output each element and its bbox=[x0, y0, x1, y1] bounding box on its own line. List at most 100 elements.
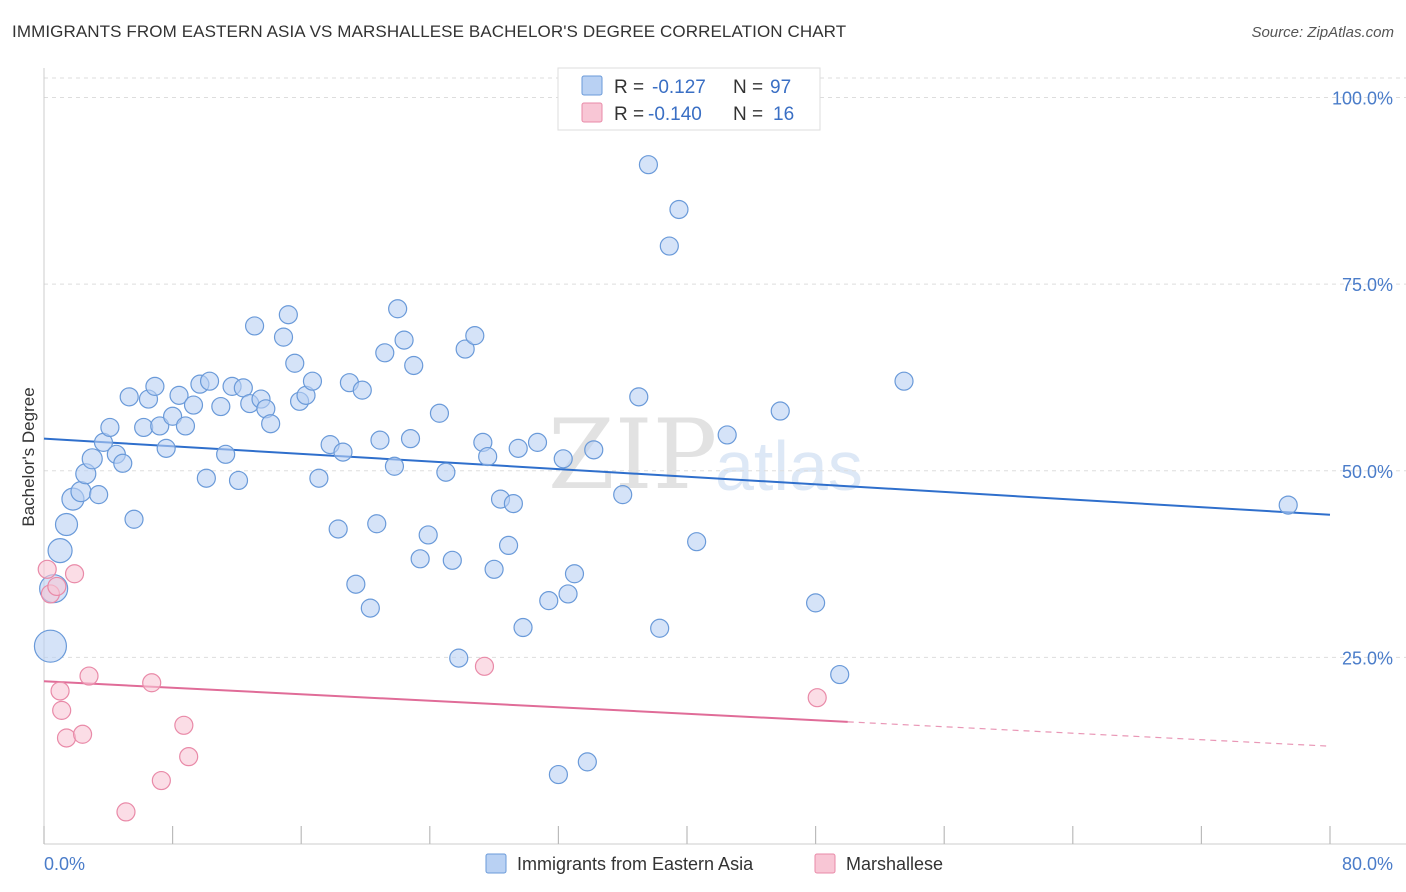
data-point-0-56 bbox=[394, 330, 414, 350]
trend-lines bbox=[43, 437, 1331, 747]
data-point-0-62 bbox=[436, 462, 456, 482]
data-point-1-15 bbox=[807, 688, 827, 708]
data-point-0-15 bbox=[134, 417, 154, 438]
data-point-0-8 bbox=[89, 485, 109, 505]
data-point-1-9 bbox=[116, 802, 136, 822]
stats-legend: R = -0.127 N = 97 R = -0.140 N = 16 bbox=[557, 67, 821, 131]
data-point-0-38 bbox=[278, 305, 298, 325]
data-point-0-51 bbox=[367, 514, 387, 534]
data-point-0-57 bbox=[400, 429, 421, 449]
data-point-0-81 bbox=[577, 752, 597, 772]
legend-r-label-2: R = bbox=[614, 104, 644, 125]
data-point-0-54 bbox=[384, 456, 405, 476]
data-point-0-55 bbox=[388, 299, 408, 319]
gridlines bbox=[44, 77, 1406, 658]
series-swatch-blue bbox=[485, 853, 507, 874]
y-axis-label: Bachelor's Degree bbox=[19, 387, 38, 526]
data-point-1-10 bbox=[142, 673, 162, 693]
data-point-0-49 bbox=[352, 380, 372, 400]
data-point-0-21 bbox=[169, 385, 189, 405]
data-points bbox=[33, 155, 1298, 822]
data-point-0-27 bbox=[211, 396, 231, 417]
data-point-0-93 bbox=[830, 664, 850, 685]
data-point-0-79 bbox=[558, 584, 578, 604]
y-tick-label-0: 100.0% bbox=[1332, 89, 1393, 109]
data-point-0-84 bbox=[629, 387, 649, 407]
data-point-0-83 bbox=[613, 485, 633, 505]
x-tick-label-0: 0.0% bbox=[44, 854, 85, 874]
data-point-0-85 bbox=[638, 155, 659, 175]
data-point-0-80 bbox=[564, 564, 585, 584]
chart-source: Source: ZipAtlas.com bbox=[1251, 24, 1394, 41]
data-point-1-8 bbox=[79, 666, 99, 686]
data-point-0-14 bbox=[124, 509, 144, 529]
data-point-0-18 bbox=[150, 416, 170, 436]
data-point-0-26 bbox=[199, 371, 220, 391]
trend-line-ext-1 bbox=[847, 721, 1331, 747]
data-point-0-88 bbox=[669, 199, 689, 220]
data-point-1-7 bbox=[72, 724, 93, 744]
data-point-0-74 bbox=[513, 617, 533, 638]
trend-line-0 bbox=[43, 437, 1331, 516]
data-point-0-5 bbox=[70, 481, 92, 503]
data-point-0-20 bbox=[163, 406, 183, 426]
y-tick-labels: 100.0% 75.0% 50.0% 25.0% bbox=[1332, 89, 1393, 669]
data-point-0-65 bbox=[455, 339, 475, 359]
data-point-1-5 bbox=[56, 728, 77, 748]
x-tick-labels: 0.0% 80.0% bbox=[44, 854, 1393, 874]
data-point-0-72 bbox=[503, 493, 523, 514]
data-point-0-17 bbox=[145, 376, 165, 396]
legend-swatch-blue bbox=[581, 75, 603, 96]
data-point-1-4 bbox=[52, 700, 72, 720]
data-point-0-22 bbox=[175, 416, 196, 436]
data-point-0-58 bbox=[404, 355, 424, 376]
data-point-0-86 bbox=[650, 618, 670, 638]
data-point-1-3 bbox=[50, 681, 70, 701]
series-label-blue: Immigrants from Eastern Asia bbox=[517, 854, 754, 874]
data-point-0-33 bbox=[244, 316, 265, 336]
watermark-atlas: atlas bbox=[715, 427, 863, 505]
legend-n-value-1: 97 bbox=[770, 77, 791, 98]
data-point-0-13 bbox=[119, 387, 139, 407]
data-point-0-73 bbox=[508, 438, 528, 458]
data-point-0-48 bbox=[346, 574, 366, 594]
data-point-1-11 bbox=[151, 770, 171, 791]
data-point-0-45 bbox=[328, 519, 348, 539]
x-tick-label-1: 80.0% bbox=[1342, 854, 1393, 874]
data-point-0-87 bbox=[659, 236, 679, 256]
data-point-1-12 bbox=[174, 715, 194, 735]
data-point-0-92 bbox=[805, 593, 826, 613]
data-point-0-3 bbox=[54, 512, 79, 537]
legend-r-value-2: -0.140 bbox=[648, 104, 702, 125]
legend-n-value-2: 16 bbox=[773, 104, 794, 125]
data-point-0-28 bbox=[216, 444, 236, 464]
data-point-0-53 bbox=[375, 343, 395, 363]
data-point-0-82 bbox=[584, 440, 604, 460]
data-point-0-69 bbox=[484, 559, 504, 579]
data-point-0-68 bbox=[478, 446, 498, 467]
data-point-0-12 bbox=[113, 453, 133, 473]
data-point-0-75 bbox=[527, 432, 548, 452]
data-point-0-42 bbox=[302, 371, 323, 391]
data-point-0-37 bbox=[273, 327, 294, 347]
legend-swatch-pink bbox=[581, 102, 603, 123]
data-point-0-52 bbox=[370, 430, 390, 450]
data-point-0-66 bbox=[465, 326, 485, 346]
data-point-0-50 bbox=[360, 598, 380, 618]
data-point-0-25 bbox=[196, 468, 216, 488]
data-point-0-59 bbox=[410, 549, 430, 569]
data-point-0-77 bbox=[548, 764, 569, 785]
data-point-0-64 bbox=[449, 648, 469, 668]
data-point-0-30 bbox=[228, 470, 249, 491]
data-point-1-6 bbox=[64, 564, 85, 584]
data-point-0-2 bbox=[47, 538, 73, 564]
data-point-0-23 bbox=[183, 395, 204, 415]
data-point-0-36 bbox=[261, 414, 281, 434]
legend-n-label-2: N = bbox=[733, 104, 763, 125]
series-label-pink: Marshallese bbox=[846, 854, 943, 874]
data-point-0-94 bbox=[894, 371, 914, 391]
chart-title: IMMIGRANTS FROM EASTERN ASIA VS MARSHALL… bbox=[12, 22, 847, 41]
series-swatch-pink bbox=[814, 853, 836, 874]
data-point-0-43 bbox=[309, 468, 329, 488]
